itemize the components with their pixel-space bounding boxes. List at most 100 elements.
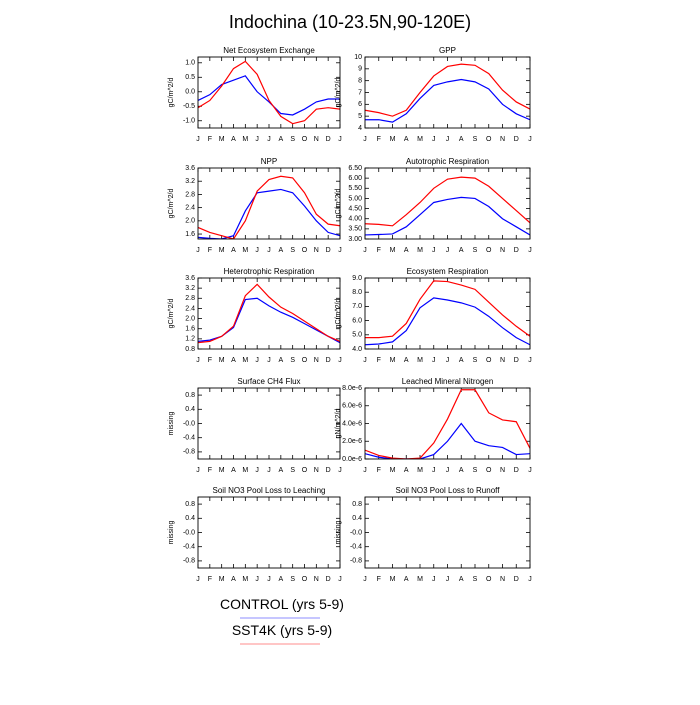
x-tick-label: J — [196, 357, 200, 364]
x-tick-label: J — [267, 136, 271, 143]
x-tick-label: M — [242, 576, 248, 583]
y-tick-label: 2.4 — [185, 305, 195, 312]
y-tick-label: 10 — [354, 54, 362, 61]
y-tick-label: 4.0 — [352, 346, 362, 353]
y-tick-label: 0.8 — [352, 501, 362, 508]
x-tick-label: S — [473, 467, 478, 474]
x-tick-label: A — [459, 467, 464, 474]
y-tick-label: 2.0 — [185, 218, 195, 225]
y-tick-label: 3.2 — [185, 285, 195, 292]
x-tick-label: N — [500, 136, 505, 143]
x-tick-label: S — [290, 576, 295, 583]
x-tick-label: N — [500, 357, 505, 364]
x-tick-label: J — [446, 576, 450, 583]
y-tick-label: 8 — [358, 78, 362, 85]
x-tick-label: J — [267, 467, 271, 474]
x-tick-label: J — [528, 576, 532, 583]
y-tick-label: -0.8 — [350, 558, 362, 565]
x-tick-label: A — [231, 247, 236, 254]
x-tick-label: F — [208, 467, 212, 474]
x-tick-label: J — [255, 247, 259, 254]
x-tick-label: J — [446, 247, 450, 254]
y-tick-label: 3.2 — [185, 178, 195, 185]
x-tick-label: O — [486, 247, 492, 254]
x-tick-label: M — [417, 576, 423, 583]
series-line — [365, 389, 530, 459]
legend-label: CONTROL (yrs 5-9) — [220, 596, 344, 612]
y-tick-label: 4.0e-6 — [342, 420, 362, 427]
x-tick-label: J — [267, 357, 271, 364]
x-tick-label: J — [267, 576, 271, 583]
x-tick-label: M — [390, 467, 396, 474]
panel-title: Leached Mineral Nitrogen — [402, 377, 494, 386]
series-line — [365, 280, 530, 339]
x-tick-label: J — [528, 247, 532, 254]
x-tick-label: A — [231, 467, 236, 474]
y-tick-label: 7.0 — [352, 303, 362, 310]
y-tick-label: -0.5 — [183, 103, 195, 110]
y-tick-label: -0.4 — [183, 435, 195, 442]
x-tick-label: A — [278, 247, 283, 254]
panel-title: Ecosystem Respiration — [407, 267, 489, 276]
x-tick-label: J — [338, 576, 342, 583]
y-tick-label: 0.8 — [185, 392, 195, 399]
x-tick-label: M — [219, 136, 225, 143]
plot-frame — [197, 387, 341, 460]
plot-frame — [197, 496, 341, 569]
x-tick-label: O — [302, 136, 308, 143]
x-tick-label: J — [255, 136, 259, 143]
x-tick-label: J — [196, 247, 200, 254]
y-tick-label: 6.0e-6 — [342, 403, 362, 410]
panel-title: Net Ecosystem Exchange — [223, 46, 315, 55]
y-tick-label: 0.0 — [185, 89, 195, 96]
y-tick-label: 6.0 — [352, 317, 362, 324]
x-tick-label: N — [314, 136, 319, 143]
series-line — [365, 422, 530, 459]
x-tick-label: N — [314, 357, 319, 364]
plot-frame — [364, 387, 531, 460]
y-axis-label: gC/m^2/d — [168, 78, 175, 108]
y-tick-label: -0.0 — [350, 529, 362, 536]
x-tick-label: S — [290, 247, 295, 254]
x-tick-label: J — [338, 247, 342, 254]
y-axis-label: gN/m^2/d — [335, 409, 342, 439]
x-tick-label: J — [196, 467, 200, 474]
y-tick-label: 7 — [358, 89, 362, 96]
x-tick-label: N — [500, 576, 505, 583]
panel-title: Surface CH4 Flux — [237, 377, 300, 386]
plot-frame — [197, 167, 341, 240]
x-tick-label: A — [278, 357, 283, 364]
panel-title: Autotrophic Respiration — [406, 157, 489, 166]
x-tick-label: J — [363, 467, 367, 474]
x-tick-label: D — [326, 467, 331, 474]
x-tick-label: J — [432, 576, 436, 583]
series-line — [365, 78, 530, 123]
x-tick-label: J — [432, 247, 436, 254]
x-tick-label: M — [242, 357, 248, 364]
y-tick-label: 2.8 — [185, 295, 195, 302]
x-tick-label: O — [302, 357, 308, 364]
y-tick-label: 5.50 — [348, 185, 362, 192]
plot-frame — [197, 277, 341, 350]
x-tick-label: M — [242, 247, 248, 254]
x-tick-label: F — [377, 467, 381, 474]
series-line — [365, 196, 530, 236]
x-tick-label: D — [326, 357, 331, 364]
x-tick-label: F — [208, 247, 212, 254]
y-tick-label: 6.50 — [348, 165, 362, 172]
y-axis-label: gC/m^2/d — [168, 299, 175, 329]
y-tick-label: 5.0 — [352, 332, 362, 339]
panel-title: GPP — [439, 46, 456, 55]
series-line — [365, 63, 530, 117]
x-tick-label: S — [290, 357, 295, 364]
series-line — [198, 75, 340, 116]
x-tick-label: M — [390, 576, 396, 583]
x-tick-label: J — [528, 357, 532, 364]
x-tick-label: A — [404, 136, 409, 143]
x-tick-label: A — [404, 357, 409, 364]
y-tick-label: 1.6 — [185, 231, 195, 238]
y-axis-label: gC/m^2/d — [335, 78, 342, 108]
y-tick-label: 5.00 — [348, 195, 362, 202]
